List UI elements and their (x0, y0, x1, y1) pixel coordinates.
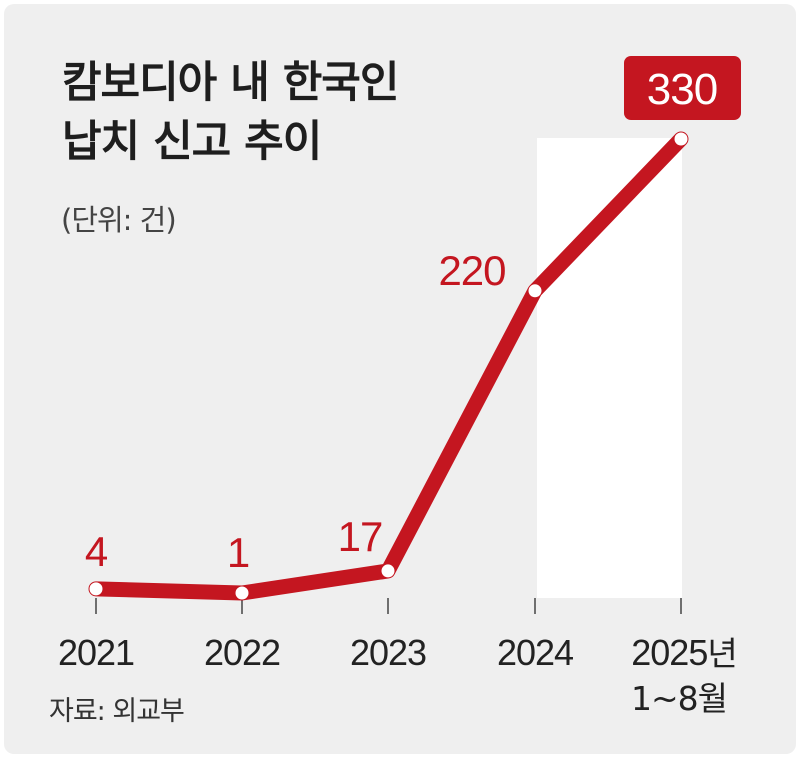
data-points (89, 132, 688, 600)
data-label-highlight-group: 330 (624, 56, 741, 120)
data-point-2 (381, 564, 395, 578)
data-label-3: 220 (438, 247, 505, 294)
data-label-badge (624, 56, 741, 120)
data-label-1: 1 (227, 529, 249, 576)
data-point-4 (674, 132, 688, 146)
series-line-group (88, 131, 689, 601)
x-tick-labels: 2021 2022 2023 2024 2025년 1~8월 (58, 632, 738, 718)
chart-title-line2: 납치 신고 추이 (62, 117, 322, 167)
data-label-4: 330 (647, 65, 717, 114)
x-tick-label-1: 2022 (204, 632, 280, 673)
x-tick-label-3: 2024 (497, 632, 573, 673)
chart-title-line1: 캄보디아 내 한국인 (62, 58, 399, 108)
x-tick-label-0: 2021 (58, 632, 134, 673)
data-point-0 (89, 582, 103, 596)
data-label-2: 17 (338, 513, 383, 560)
data-labels: 4 1 17 220 330 (85, 56, 741, 576)
data-point-3 (528, 284, 542, 298)
data-label-0: 4 (85, 528, 108, 575)
unit-label: (단위: 건) (61, 203, 177, 237)
source-note: 자료: 외교부 (49, 696, 185, 727)
data-point-1 (235, 586, 249, 600)
x-tick-label-4: 2025년 1~8월 (631, 632, 737, 718)
x-tick-label-2: 2023 (350, 632, 426, 673)
x-tick-marks (95, 598, 682, 614)
